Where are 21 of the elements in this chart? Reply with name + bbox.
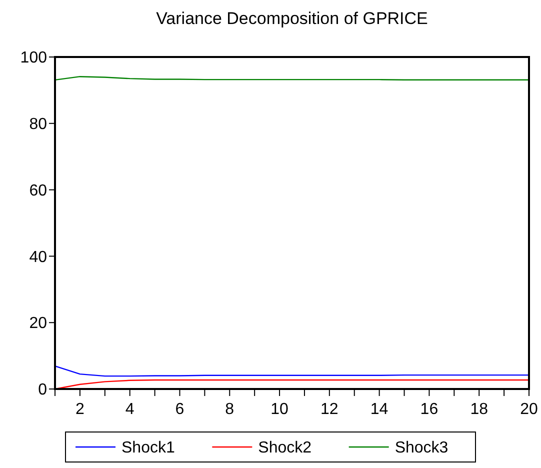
x-tick-label: 2 <box>75 401 84 418</box>
line-series <box>54 365 530 377</box>
x-tick-label: 6 <box>175 401 184 418</box>
legend-label: Shock2 <box>258 440 312 457</box>
y-tick-label: 80 <box>29 116 48 133</box>
x-tick-label: 16 <box>420 401 438 418</box>
x-tick-label: 10 <box>270 401 289 418</box>
x-tick-label: 14 <box>370 401 388 418</box>
y-tick-label: 40 <box>29 248 48 266</box>
x-tick-label: 18 <box>470 401 488 418</box>
x-tick-label: 20 <box>520 401 538 418</box>
y-tick-label: 0 <box>38 382 48 399</box>
x-tick-label: 12 <box>320 401 338 418</box>
y-tick-label: 100 <box>20 50 48 67</box>
legend-label: Shock3 <box>394 440 448 457</box>
legend-label: Shock1 <box>122 440 175 457</box>
chart-title: Variance Decomposition of GPRICE <box>156 9 428 28</box>
y-tick-label: 20 <box>29 315 48 332</box>
y-tick-label: 60 <box>29 182 48 200</box>
x-tick-label: 8 <box>225 401 234 418</box>
x-tick-label: 4 <box>125 401 134 418</box>
